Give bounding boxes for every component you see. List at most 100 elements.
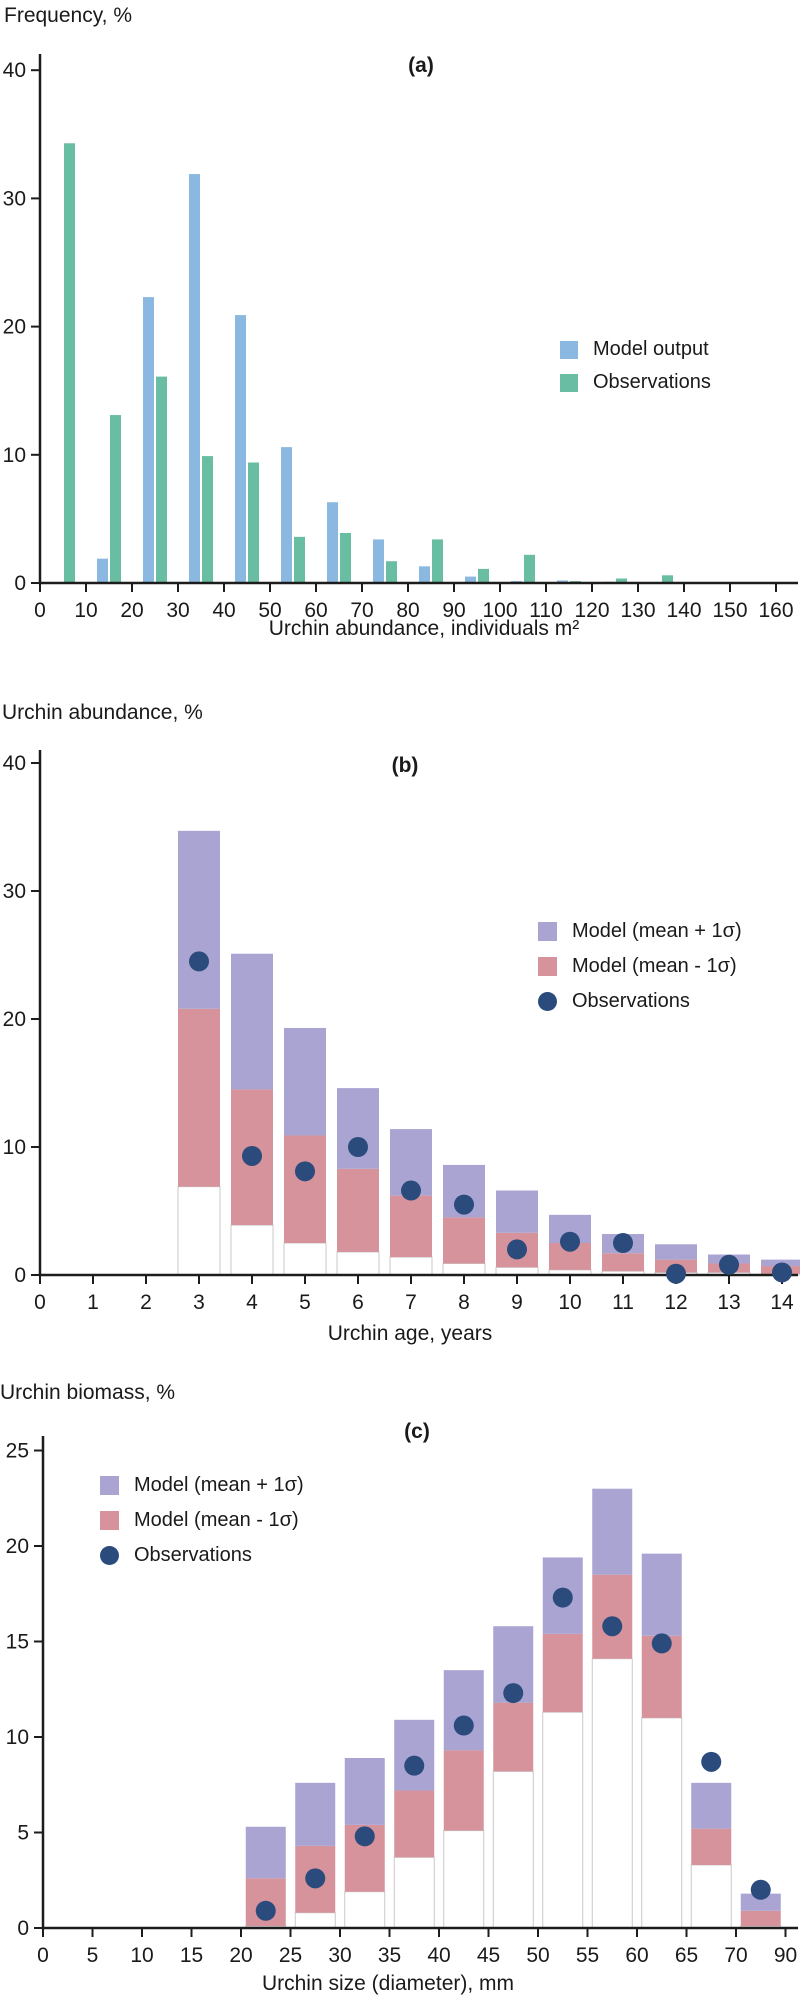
legend-item: Model output bbox=[560, 338, 711, 361]
panel-a-label: (a) bbox=[408, 54, 434, 77]
legend-c: Model (mean + 1σ) Model (mean - 1σ) Observ… bbox=[100, 1474, 304, 1567]
b-mean-minus-sigma-bar bbox=[284, 1135, 326, 1243]
a-observation-bar bbox=[110, 415, 121, 583]
a-model-bar bbox=[97, 558, 108, 583]
c-underbar bbox=[641, 1717, 683, 1929]
b-mean-plus-sigma-bar bbox=[655, 1244, 697, 1260]
c-underbar bbox=[591, 1658, 633, 1929]
b-observation-dot bbox=[719, 1254, 739, 1275]
y-tick-label-a: 40 bbox=[3, 59, 26, 82]
y-tick-label-c: 20 bbox=[6, 1535, 29, 1558]
a-observation-bar bbox=[340, 533, 351, 583]
c-underbar bbox=[443, 1830, 485, 1929]
x-tick-label-a: 20 bbox=[120, 599, 143, 622]
legend-label: Observations bbox=[572, 990, 690, 1012]
b-observation-dot bbox=[772, 1262, 792, 1283]
c-observation-dot bbox=[354, 1826, 375, 1847]
legend-a: Model output Observations bbox=[560, 338, 711, 394]
c-underbar bbox=[492, 1770, 534, 1929]
panel-b-title: Urchin abundance, % bbox=[2, 701, 203, 724]
a-observation-bar bbox=[386, 561, 397, 583]
x-tick-label-b: 7 bbox=[405, 1291, 417, 1314]
x-tick-label-a: 10 bbox=[74, 599, 97, 622]
c-mean-plus-sigma-bar bbox=[394, 1719, 435, 1791]
panel-a-title: Frequency, % bbox=[4, 4, 132, 27]
x-tick-label-b: 1 bbox=[87, 1291, 99, 1314]
a-model-bar bbox=[419, 566, 430, 583]
x-tick-label-b: 8 bbox=[458, 1291, 470, 1314]
b-mean-plus-sigma-bar bbox=[496, 1190, 538, 1233]
b-mean-plus-sigma-bar bbox=[284, 1027, 326, 1136]
c-underbar bbox=[542, 1711, 584, 1929]
x-tick-label-a: 60 bbox=[304, 599, 327, 622]
c-mean-plus-sigma-bar bbox=[443, 1670, 484, 1751]
x-tick-label-c: 5 bbox=[87, 1944, 99, 1967]
x-tick-label-c: 50 bbox=[526, 1944, 549, 1967]
b-mean-minus-sigma-bar bbox=[390, 1195, 432, 1258]
x-tick-label-a: 100 bbox=[482, 599, 517, 622]
c-observation-dot bbox=[305, 1868, 326, 1889]
b-mean-minus-sigma-bar bbox=[602, 1253, 644, 1272]
b-underbar bbox=[389, 1256, 433, 1276]
a-observation-bar bbox=[248, 462, 259, 583]
c-underbar bbox=[393, 1856, 435, 1929]
y-tick-label-b: 40 bbox=[3, 752, 26, 775]
legend-label: Observations bbox=[593, 371, 711, 393]
y-tick-label-c: 25 bbox=[6, 1440, 29, 1463]
a-observation-bar bbox=[156, 376, 167, 583]
a-model-bar bbox=[557, 580, 568, 583]
y-tick-label-b: 0 bbox=[14, 1264, 26, 1287]
x-tick-label-c: 0 bbox=[37, 1944, 49, 1967]
b-mean-minus-sigma-bar bbox=[443, 1217, 485, 1264]
x-tick-label-c: 25 bbox=[279, 1944, 302, 1967]
c-mean-plus-sigma-bar bbox=[641, 1553, 682, 1636]
c-mean-plus-sigma-bar bbox=[245, 1826, 286, 1879]
x-tick-label-c: 15 bbox=[180, 1944, 203, 1967]
a-observation-bar bbox=[64, 143, 75, 584]
y-tick-label-a: 20 bbox=[3, 316, 26, 339]
legend-square-swatch-icon bbox=[538, 957, 557, 976]
x-tick-label-c: 40 bbox=[427, 1944, 450, 1967]
c-observation-dot bbox=[750, 1879, 771, 1900]
b-observation-dot bbox=[666, 1263, 686, 1284]
b-observation-dot bbox=[401, 1180, 421, 1201]
legend-circle-swatch-icon bbox=[100, 1546, 119, 1565]
legend-item: Observations bbox=[538, 990, 742, 1013]
x-tick-label-b: 5 bbox=[299, 1291, 311, 1314]
b-observation-dot bbox=[295, 1161, 315, 1182]
b-observation-dot bbox=[454, 1194, 474, 1215]
b-observation-dot bbox=[560, 1231, 580, 1252]
legend-label: Model (mean - 1σ) bbox=[572, 955, 737, 977]
y-tick-label-a: 0 bbox=[14, 572, 26, 595]
x-tick-label-c: 10 bbox=[130, 1944, 153, 1967]
c-observation-dot bbox=[651, 1633, 672, 1654]
x-tick-label-b: 11 bbox=[612, 1291, 634, 1314]
b-underbar bbox=[177, 1186, 221, 1276]
c-mean-plus-sigma-bar bbox=[691, 1782, 732, 1829]
c-underbar bbox=[690, 1864, 732, 1929]
c-observation-dot bbox=[503, 1683, 524, 1704]
y-tick-label-b: 10 bbox=[3, 1136, 26, 1159]
x-tick-label-a: 40 bbox=[212, 599, 235, 622]
x-tick-label-a: 120 bbox=[574, 599, 609, 622]
c-observation-dot bbox=[404, 1755, 425, 1776]
x-tick-label-a: 140 bbox=[666, 599, 701, 622]
c-observation-dot bbox=[255, 1900, 276, 1921]
c-mean-plus-sigma-bar bbox=[344, 1758, 385, 1825]
legend-item: Model (mean - 1σ) bbox=[100, 1509, 304, 1532]
legend-item: Model (mean + 1σ) bbox=[538, 920, 742, 943]
legend-item: Observations bbox=[100, 1544, 304, 1567]
y-tick-label-a: 30 bbox=[3, 187, 26, 210]
legend-circle-swatch-icon bbox=[538, 992, 557, 1011]
legend-item: Model (mean - 1σ) bbox=[538, 955, 742, 978]
x-tick-label-a: 90 bbox=[442, 599, 465, 622]
x-tick-label-c: 35 bbox=[378, 1944, 401, 1967]
c-mean-plus-sigma-bar bbox=[740, 1893, 781, 1911]
x-tick-label-c: 45 bbox=[477, 1944, 500, 1967]
y-tick-label-c: 0 bbox=[17, 1917, 29, 1940]
c-mean-minus-sigma-bar bbox=[394, 1790, 435, 1858]
a-observation-bar bbox=[616, 578, 627, 583]
x-tick-label-b: 9 bbox=[511, 1291, 523, 1314]
c-mean-minus-sigma-bar bbox=[443, 1750, 484, 1831]
y-tick-label-b: 30 bbox=[3, 880, 26, 903]
